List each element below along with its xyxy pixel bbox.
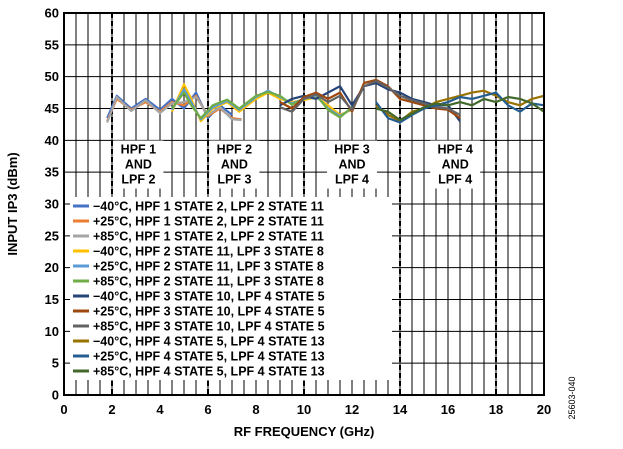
x-tick-label: 20: [537, 402, 551, 417]
annotation-text: AND: [125, 158, 152, 172]
annotation-text: HPF 1: [121, 143, 156, 157]
annotation-backdrop: [327, 140, 377, 189]
x-tick-label: 6: [204, 402, 211, 417]
legend-label: +25°C, HPF 4 STATE 5, LPF 4 STATE 13: [93, 350, 325, 364]
legend: −40°C, HPF 1 STATE 2, LPF 2 STATE 11+25°…: [70, 197, 392, 380]
y-tick-label: 15: [45, 292, 59, 307]
y-tick-label: 35: [45, 165, 59, 180]
annotation-backdrop: [430, 140, 481, 189]
x-tick-labels: 0 2 4 6 8 10 12 14 16 18 20: [60, 402, 551, 417]
x-tick-label: 4: [156, 402, 164, 417]
y-tick-label: 60: [45, 6, 59, 21]
x-tick-label: 8: [252, 402, 259, 417]
annotation-backdrop: [113, 140, 164, 189]
legend-label: +85°C, HPF 3 STATE 10, LPF 4 STATE 5: [93, 320, 325, 334]
annotation-text: LPF 3: [217, 173, 251, 187]
annotation-backdrop: [209, 140, 260, 189]
legend-label: −40°C, HPF 4 STATE 5, LPF 4 STATE 13: [93, 335, 325, 349]
annotation-text: HPF 4: [437, 143, 472, 157]
legend-label: +85°C, HPF 1 STATE 2, LPF 2 STATE 11: [93, 230, 324, 244]
y-tick-label: 50: [45, 69, 59, 84]
x-tick-label: 16: [441, 402, 455, 417]
legend-label: +25°C, HPF 1 STATE 2, LPF 2 STATE 11: [93, 215, 324, 229]
annotation-text: AND: [221, 158, 248, 172]
x-tick-label: 10: [297, 402, 311, 417]
y-tick-label: 45: [45, 101, 59, 116]
y-tick-label: 30: [45, 197, 59, 212]
figure-id: 25603-040: [567, 376, 577, 419]
plot-frame: [63, 12, 545, 396]
annotation-text: LPF 4: [438, 173, 472, 187]
legend-backdrop: [70, 197, 392, 380]
legend-label: +85°C, HPF 4 STATE 5, LPF 4 STATE 13: [93, 365, 325, 379]
annotation-text: HPF 2: [217, 143, 252, 157]
x-tick-label: 18: [489, 402, 503, 417]
x-tick-label: 14: [393, 402, 408, 417]
legend-label: −40°C, HPF 1 STATE 2, LPF 2 STATE 11: [93, 200, 324, 214]
y-tick-label: 55: [45, 37, 59, 52]
series-line: [375, 91, 545, 124]
legend-label: −40°C, HPF 2 STATE 11, LPF 3 STATE 8: [93, 245, 324, 259]
series-line: [171, 90, 353, 120]
legend-label: −40°C, HPF 3 STATE 10, LPF 4 STATE 5: [93, 290, 325, 304]
x-tick-label: 2: [108, 402, 115, 417]
y-tick-label: 0: [52, 388, 59, 403]
x-axis-title: RF FREQUENCY (GHz): [234, 424, 375, 439]
y-tick-labels: 0 5 10 15 20 25 30 35 40 45 50 55 60: [45, 6, 59, 403]
annotation-text: AND: [338, 158, 365, 172]
annotation-text: LPF 2: [121, 173, 155, 187]
series-line: [375, 95, 545, 122]
y-tick-label: 20: [45, 260, 59, 275]
y-tick-label: 10: [45, 324, 59, 339]
y-axis-title: INPUT IP3 (dBm): [5, 152, 20, 255]
series-lines: [106, 78, 545, 124]
y-tick-label: 25: [45, 228, 59, 243]
x-tick-label: 0: [60, 402, 67, 417]
x-tick-label: 12: [345, 402, 359, 417]
annotation-text: AND: [442, 158, 469, 172]
legend-label: +25°C, HPF 2 STATE 11, LPF 3 STATE 8: [93, 260, 324, 274]
annotation-text: LPF 4: [335, 173, 369, 187]
legend-label: +85°C, HPF 2 STATE 11, LPF 3 STATE 8: [93, 275, 324, 289]
series-line: [106, 95, 242, 123]
annotation-text: HPF 3: [334, 143, 369, 157]
y-tick-label: 40: [45, 133, 59, 148]
legend-label: +25°C, HPF 3 STATE 10, LPF 4 STATE 5: [93, 305, 325, 319]
y-tick-label: 5: [52, 356, 59, 371]
